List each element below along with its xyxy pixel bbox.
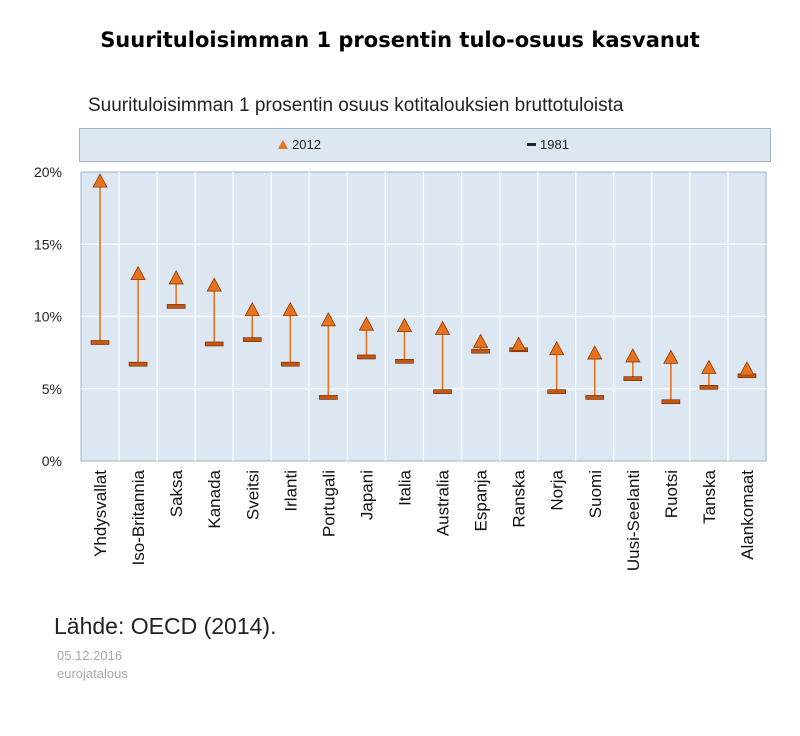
data-point-2012 xyxy=(92,173,108,188)
data-point-1981 xyxy=(166,304,186,309)
x-tick-label: Ranska xyxy=(510,469,529,527)
x-tick-label: Uusi-Seelanti xyxy=(624,470,643,571)
data-point-1981 xyxy=(128,361,148,367)
x-tick-label: Alankomaat xyxy=(738,470,757,560)
data-point-2012 xyxy=(739,361,755,376)
date-stamp: 05.12.2016 xyxy=(57,648,123,663)
data-point-2012 xyxy=(396,317,413,333)
data-point-2012 xyxy=(244,301,260,317)
x-tick-label: Suomi xyxy=(586,470,605,518)
chart-legend: 2012 1981 xyxy=(79,128,771,162)
x-tick-label: Ruotsi xyxy=(662,470,681,518)
legend-label-1981: 1981 xyxy=(540,137,569,152)
data-point-2012 xyxy=(472,333,489,348)
chart-canvas: 0% 5% 10% 15% 20% Yhdysvallat Iso-Britannia Sak… xyxy=(34,164,767,571)
data-point-2012 xyxy=(130,265,146,280)
x-tick-label: Yhdysvallat xyxy=(91,470,110,557)
y-tick-label: 10% xyxy=(34,309,62,325)
data-point-2012 xyxy=(168,270,184,285)
data-point-2012 xyxy=(510,336,527,351)
data-point-2012 xyxy=(206,277,222,292)
triangle-marker-icon xyxy=(278,140,288,149)
x-tick-label: Tanska xyxy=(700,469,719,523)
y-tick-label: 5% xyxy=(42,381,62,397)
data-point-1981 xyxy=(395,358,414,364)
x-tick-label: Australia xyxy=(434,469,453,536)
legend-item-1981: 1981 xyxy=(527,137,569,152)
data-point-2012 xyxy=(549,340,565,356)
data-point-1981 xyxy=(661,399,681,405)
x-tick-label: Italia xyxy=(395,469,414,505)
y-tick-label: 0% xyxy=(42,453,62,469)
data-point-1981 xyxy=(699,385,719,390)
data-point-1981 xyxy=(319,395,338,400)
x-tick-label: Portugali xyxy=(319,470,338,537)
x-tick-label: Espanja xyxy=(472,469,491,531)
site-name: eurojatalous xyxy=(57,666,128,681)
source-note: Lähde: OECD (2014). xyxy=(54,613,277,639)
y-tick-label: 15% xyxy=(34,236,62,252)
data-point-1981 xyxy=(90,340,110,345)
x-tick-label: Sveitsi xyxy=(243,470,262,520)
data-point-1981 xyxy=(433,389,452,394)
data-point-1981 xyxy=(547,389,566,394)
x-tick-label: Japani xyxy=(357,470,376,520)
data-point-2012 xyxy=(282,301,298,317)
x-tick-label: Norja xyxy=(548,469,567,510)
data-point-1981 xyxy=(204,341,224,347)
data-point-2012 xyxy=(701,359,717,374)
data-point-2012 xyxy=(663,349,679,364)
data-point-2012 xyxy=(320,311,337,327)
chart-title: Suurituloisimman 1 prosentin osuus kotit… xyxy=(88,95,624,116)
data-point-2012 xyxy=(358,316,375,331)
data-point-1981 xyxy=(623,376,643,381)
data-point-1981 xyxy=(471,348,490,354)
data-point-2012 xyxy=(625,348,641,363)
legend-label-2012: 2012 xyxy=(292,137,321,152)
data-point-1981 xyxy=(242,337,262,342)
x-tick-label: Iso-Britannia xyxy=(129,469,148,565)
x-tick-label: Irlanti xyxy=(281,470,300,512)
legend-item-2012: 2012 xyxy=(278,137,321,152)
data-point-1981 xyxy=(357,354,376,360)
x-tick-label: Kanada xyxy=(205,469,224,528)
data-point-2012 xyxy=(434,320,451,335)
data-point-1981 xyxy=(585,395,605,400)
x-tick-label: Saksa xyxy=(167,469,186,517)
dash-marker-icon xyxy=(527,143,536,146)
data-point-2012 xyxy=(587,345,603,360)
y-tick-label: 20% xyxy=(34,164,62,180)
page-headline: Suurituloisimman 1 prosentin tulo-osuus … xyxy=(100,28,700,52)
data-point-1981 xyxy=(281,361,300,367)
